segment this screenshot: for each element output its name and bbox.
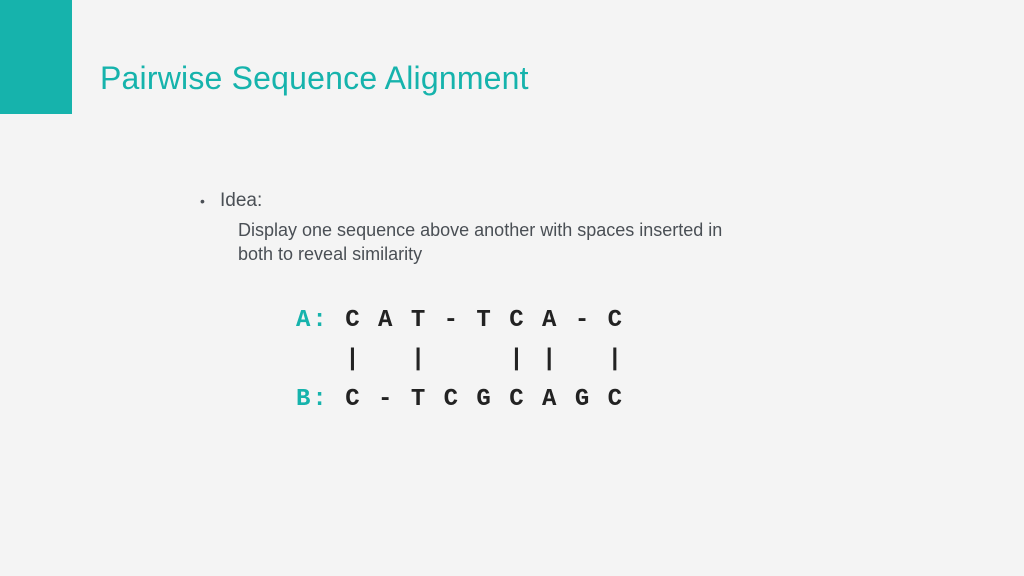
match-bars: | | | | | (296, 346, 624, 373)
accent-bar (0, 0, 72, 114)
bullet-dot-icon: • (200, 190, 220, 212)
slide-title: Pairwise Sequence Alignment (100, 60, 529, 97)
bullet-item: • Idea: (200, 190, 840, 212)
sequence-a: C A T - T C A - C (329, 307, 624, 334)
alignment-block: A: C A T - T C A - C | | | | | B: C - T … (296, 301, 840, 420)
sequence-a-label: A: (296, 307, 329, 334)
sequence-b: C - T C G C A G C (329, 386, 624, 413)
sequence-b-label: B: (296, 386, 329, 413)
bullet-label: Idea: (220, 190, 262, 212)
content-area: • Idea: Display one sequence above anoth… (200, 190, 840, 419)
bullet-subtext: Display one sequence above another with … (238, 218, 758, 267)
